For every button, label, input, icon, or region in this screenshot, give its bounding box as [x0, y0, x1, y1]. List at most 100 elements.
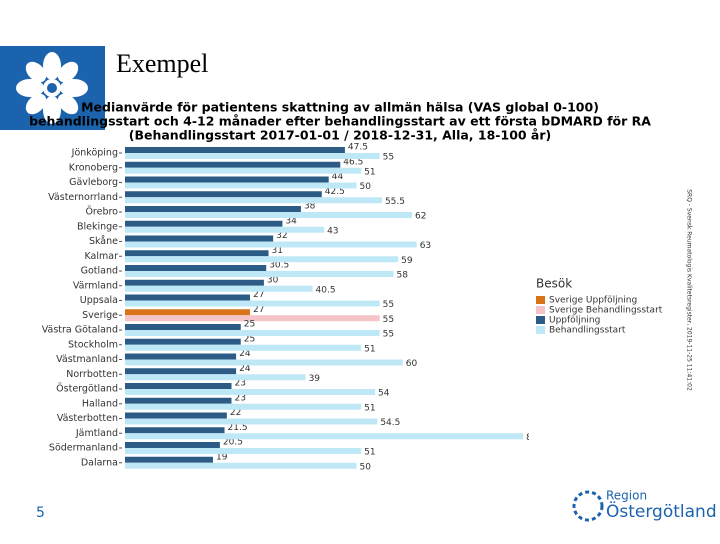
value-label: 54	[378, 389, 390, 399]
value-label: 30	[267, 275, 279, 285]
category-label: Uppsala	[80, 295, 118, 306]
bar	[125, 462, 357, 469]
category-label: Gotland	[81, 266, 118, 277]
value-label: 21.5	[228, 423, 248, 433]
value-label: 23	[234, 379, 245, 389]
category-label: Värmland	[73, 280, 118, 291]
chart-title: behandlingsstart och 4-12 månader efter …	[29, 114, 651, 129]
category-label: Gävleborg	[69, 177, 118, 188]
chart-title: (Behandlingsstart 2017-01-01 / 2018-12-3…	[129, 128, 552, 143]
bar	[125, 191, 322, 198]
value-label: 55	[383, 153, 394, 163]
value-label: 25	[244, 334, 255, 344]
value-label: 27	[253, 290, 264, 300]
category-label: Örebro	[85, 207, 118, 218]
value-label: 22	[230, 408, 241, 418]
bar	[125, 265, 267, 271]
bar	[125, 448, 362, 454]
value-label: 43	[327, 226, 338, 236]
category-label: Jämtland	[75, 428, 118, 439]
value-label: 55	[383, 300, 394, 310]
category-label: Dalarna	[81, 457, 118, 468]
value-label: 24	[239, 364, 251, 374]
value-label: 51	[364, 448, 375, 458]
value-label: 55.5	[385, 197, 405, 207]
bar	[125, 206, 301, 212]
brand-line1: Region	[606, 489, 647, 503]
bar	[125, 412, 227, 419]
category-label: Kalmar	[84, 251, 118, 262]
value-label: 55	[383, 315, 394, 325]
value-label: 50	[360, 182, 372, 192]
bar	[125, 285, 313, 292]
legend-swatch	[536, 316, 545, 324]
value-label: 20.5	[223, 438, 243, 448]
bar	[125, 153, 380, 159]
bar	[125, 442, 220, 448]
value-label: 62	[415, 212, 426, 222]
bar	[125, 182, 357, 189]
value-label: 50	[360, 462, 372, 472]
category-label: Sverige	[82, 310, 118, 321]
value-label: 51	[364, 344, 375, 354]
category-label: Jönköping	[71, 148, 118, 159]
legend-title: Besök	[536, 277, 572, 291]
value-label: 51	[364, 167, 375, 177]
bar	[125, 197, 382, 204]
bar	[125, 456, 213, 463]
bar	[125, 418, 378, 425]
bar	[125, 176, 329, 183]
category-label: Halland	[82, 398, 118, 409]
value-label: 32	[276, 231, 287, 241]
bar	[125, 256, 399, 263]
category-label: Östergötland	[56, 384, 118, 395]
bar	[125, 359, 403, 366]
legend-label: Uppföljning	[549, 316, 600, 326]
bar	[125, 397, 232, 404]
page-number: 5	[36, 505, 45, 521]
value-label: 40.5	[316, 285, 336, 295]
category-label: Västernorrland	[48, 192, 118, 203]
bar	[125, 344, 362, 351]
bar	[125, 212, 413, 218]
value-label: 19	[216, 452, 228, 462]
legend-swatch	[536, 326, 545, 334]
legend-swatch	[536, 306, 545, 314]
bar	[125, 241, 417, 248]
value-label: 27	[253, 305, 264, 315]
legend-label: Sverige Uppföljning	[549, 296, 637, 306]
logo	[0, 46, 105, 130]
bar	[125, 433, 524, 440]
chart-title: Medianvärde för patientens skattning av …	[81, 100, 599, 115]
bar	[125, 250, 269, 257]
bar	[125, 279, 264, 286]
value-label: 59	[401, 256, 413, 266]
brand-line2: Östergötland	[606, 500, 717, 522]
category-label: Skåne	[89, 236, 118, 247]
legend-label: Behandlingsstart	[549, 326, 626, 336]
value-label: 86	[526, 433, 538, 443]
value-label: 42.5	[325, 187, 345, 197]
value-label: 63	[420, 241, 431, 251]
bar	[125, 427, 225, 434]
bar	[125, 235, 274, 242]
value-label: 23	[234, 393, 245, 403]
value-label: 54.5	[380, 418, 400, 428]
bar	[125, 226, 325, 233]
category-label: Stockholm	[68, 339, 118, 350]
bar	[125, 330, 380, 336]
category-label: Västerbotten	[57, 413, 118, 424]
value-label: 31	[272, 246, 283, 256]
value-label: 47.5	[348, 143, 368, 153]
value-label: 34	[285, 216, 297, 226]
value-label: 60	[406, 359, 418, 369]
bar	[125, 294, 251, 301]
bar	[125, 147, 345, 153]
bar	[125, 324, 241, 330]
bar	[125, 383, 232, 389]
category-label: Norrbotten	[66, 369, 118, 380]
bar	[125, 300, 380, 307]
value-label: 39	[309, 374, 321, 384]
bar	[125, 309, 251, 316]
